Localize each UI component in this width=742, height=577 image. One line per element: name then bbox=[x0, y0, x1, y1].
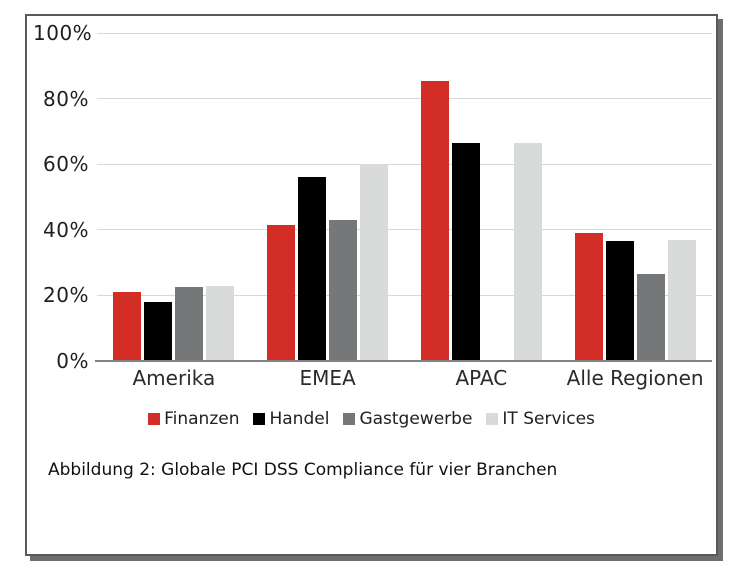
bar-group-alle-regionen bbox=[558, 33, 712, 361]
bar-group-apac bbox=[405, 33, 559, 361]
x-axis-label-alle-regionen: Alle Regionen bbox=[566, 366, 704, 390]
plot-area bbox=[95, 32, 712, 362]
legend-item-gastgewerbe: Gastgewerbe bbox=[343, 409, 472, 429]
bar-it-services-alle-regionen bbox=[667, 239, 696, 361]
y-tick-label-40: 40% bbox=[43, 217, 89, 242]
legend-label-finanzen: Finanzen bbox=[164, 409, 240, 429]
bar-finanzen-apac bbox=[420, 80, 449, 361]
bar-it-services-amerika bbox=[206, 285, 235, 361]
y-tick-label-100: 100% bbox=[33, 21, 93, 45]
bar-it-services-apac bbox=[513, 142, 542, 361]
bar-groups bbox=[97, 33, 712, 361]
figure-caption: Abbildung 2: Globale PCI DSS Compliance … bbox=[48, 460, 558, 480]
bar-finanzen-alle-regionen bbox=[574, 233, 603, 361]
bar-it-services-emea bbox=[360, 164, 389, 361]
gridline-80 bbox=[97, 98, 712, 100]
bar-finanzen-emea bbox=[267, 224, 296, 361]
legend-swatch-handel bbox=[253, 413, 266, 425]
legend-label-gastgewerbe: Gastgewerbe bbox=[359, 409, 473, 429]
x-axis-label-amerika: Amerika bbox=[132, 366, 216, 390]
x-axis-line bbox=[95, 360, 712, 362]
y-tick-label-80: 80% bbox=[43, 86, 89, 111]
y-tick-label-20: 20% bbox=[43, 283, 89, 308]
bar-gastgewerbe-emea bbox=[329, 219, 358, 361]
bar-handel-emea bbox=[298, 177, 327, 361]
y-tick-label-60: 60% bbox=[43, 152, 89, 177]
gridline-40 bbox=[97, 229, 712, 231]
bar-gastgewerbe-amerika bbox=[175, 287, 204, 361]
bar-gastgewerbe-alle-regionen bbox=[636, 274, 665, 361]
legend-swatch-finanzen bbox=[148, 413, 161, 425]
bar-group-emea bbox=[251, 33, 405, 361]
y-axis-tick-labels: 0% 20% 40% 60% 80% 100% bbox=[33, 21, 92, 373]
legend-item-it-services: IT Services bbox=[486, 409, 595, 429]
legend-swatch-gastgewerbe bbox=[343, 413, 356, 425]
y-tick-label-0: 0% bbox=[56, 349, 89, 373]
bar-handel-apac bbox=[451, 142, 480, 361]
gridline-20 bbox=[97, 294, 712, 296]
chart-figure: 0% 20% 40% 60% 80% 100% Amerika EMEA APAC Alle R… bbox=[25, 14, 718, 556]
legend-item-finanzen: Finanzen bbox=[148, 409, 239, 429]
legend-label-it-services: IT Services bbox=[502, 409, 595, 429]
legend-label-handel: Handel bbox=[269, 409, 330, 429]
legend: Finanzen Handel Gastgewerbe IT Services bbox=[27, 409, 716, 429]
x-axis-label-emea: EMEA bbox=[299, 366, 356, 390]
legend-item-handel: Handel bbox=[253, 409, 329, 429]
x-axis-labels: Amerika EMEA APAC Alle Regionen bbox=[97, 366, 712, 390]
gridline-60 bbox=[97, 163, 712, 165]
gridline-100 bbox=[97, 32, 712, 34]
bar-group-amerika bbox=[97, 33, 251, 361]
x-axis-label-apac: APAC bbox=[455, 366, 508, 390]
bar-handel-amerika bbox=[144, 301, 173, 361]
bar-finanzen-amerika bbox=[113, 292, 142, 361]
bar-handel-alle-regionen bbox=[605, 241, 634, 361]
legend-swatch-it-services bbox=[486, 413, 499, 425]
